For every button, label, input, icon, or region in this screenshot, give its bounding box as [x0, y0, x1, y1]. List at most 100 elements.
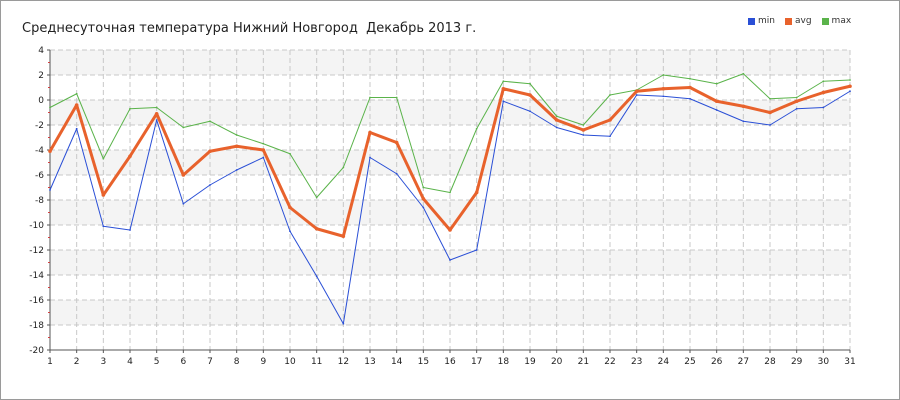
data-point-max: [662, 74, 665, 76]
data-point-avg: [74, 103, 79, 107]
data-point-max: [475, 127, 478, 130]
data-point-avg: [421, 196, 426, 201]
data-point-min: [235, 169, 238, 171]
grid-band: [50, 100, 850, 125]
x-tick-label: 19: [524, 357, 536, 367]
data-point-max: [822, 80, 825, 83]
data-point-min: [635, 94, 638, 96]
data-point-avg: [474, 190, 479, 195]
x-tick-label: 27: [738, 357, 749, 367]
data-point-max: [769, 97, 771, 100]
data-point-avg: [101, 193, 106, 197]
data-point-min: [369, 156, 371, 159]
data-point-avg: [128, 154, 132, 159]
data-point-min: [155, 119, 158, 121]
x-tick-label: 8: [234, 357, 240, 367]
legend-swatch-min: [748, 17, 755, 25]
data-point-max: [502, 80, 505, 83]
x-tick-label: 9: [260, 357, 266, 367]
x-tick-label: 14: [391, 357, 403, 367]
data-point-max: [182, 126, 185, 129]
x-tick-label: 30: [818, 357, 830, 367]
data-point-avg: [768, 110, 772, 115]
x-tick-label: 28: [764, 357, 776, 367]
x-tick-label: 29: [791, 357, 803, 367]
legend-item-min: min: [748, 16, 775, 26]
data-point-avg: [48, 149, 52, 154]
x-tick-label: 5: [154, 357, 160, 367]
x-tick-label: 3: [100, 357, 106, 367]
data-point-min: [529, 110, 531, 113]
data-point-max: [742, 72, 745, 75]
data-point-max: [849, 79, 851, 81]
data-point-max: [609, 94, 611, 96]
data-point-avg: [581, 128, 586, 132]
data-point-min: [449, 259, 451, 261]
data-point-avg: [288, 205, 292, 210]
x-tick-label: 12: [338, 357, 349, 367]
data-point-max: [49, 106, 51, 109]
x-tick-label: 15: [418, 357, 429, 367]
x-tick-label: 2: [74, 357, 80, 367]
data-point-min: [555, 126, 558, 129]
data-point-avg: [528, 93, 532, 97]
data-point-avg: [341, 234, 346, 239]
chart-title: Среднесуточная температура Нижний Новгор…: [22, 21, 477, 36]
y-tick-label: -16: [29, 296, 44, 306]
x-tick-label: 18: [498, 357, 510, 367]
x-tick-label: 17: [471, 357, 482, 367]
x-tick-label: 22: [604, 357, 615, 367]
data-point-min: [209, 184, 211, 186]
x-tick-label: 23: [631, 357, 642, 367]
data-point-min: [262, 156, 265, 159]
x-tick-label: 21: [578, 357, 589, 367]
data-point-max: [209, 120, 211, 123]
data-point-min: [822, 106, 825, 109]
x-tick-label: 24: [658, 357, 670, 367]
y-tick-label: -6: [35, 171, 44, 181]
data-point-max: [342, 166, 345, 169]
data-point-avg: [368, 130, 372, 135]
legend-label-min: min: [758, 16, 775, 26]
data-point-min: [422, 206, 425, 209]
data-point-max: [155, 106, 158, 109]
data-point-avg: [314, 226, 319, 231]
data-point-max: [395, 96, 398, 99]
y-tick-label: -18: [29, 321, 44, 331]
x-tick-label: 10: [284, 357, 296, 367]
data-point-avg: [261, 148, 266, 152]
x-tick-label: 26: [711, 357, 723, 367]
data-point-avg: [394, 140, 399, 145]
x-tick-label: 4: [127, 357, 133, 367]
legend-item-max: max: [821, 16, 852, 26]
data-point-min: [689, 97, 691, 100]
data-point-max: [689, 77, 691, 80]
data-point-avg: [554, 118, 559, 122]
data-point-min: [609, 135, 611, 138]
data-point-min: [395, 172, 398, 175]
x-tick-label: 7: [207, 357, 213, 367]
legend-label-avg: avg: [794, 16, 812, 26]
legend-swatch-avg: [784, 17, 792, 25]
x-tick-label: 13: [364, 357, 375, 367]
data-point-max: [235, 134, 238, 136]
data-point-avg: [848, 84, 852, 89]
data-point-avg: [208, 149, 212, 154]
y-tick-label: 4: [38, 46, 44, 56]
data-point-min: [795, 107, 798, 110]
data-point-avg: [448, 228, 452, 232]
data-point-max: [75, 92, 78, 95]
data-point-min: [129, 229, 131, 231]
legend: min avg max: [748, 16, 851, 26]
data-point-max: [795, 96, 798, 99]
data-point-avg: [661, 86, 666, 91]
legend-label-max: max: [831, 16, 852, 26]
data-point-avg: [688, 85, 692, 90]
data-point-max: [369, 96, 371, 99]
y-tick-label: 0: [38, 96, 44, 106]
data-point-max: [315, 196, 318, 199]
data-point-max: [449, 191, 451, 194]
data-point-max: [289, 152, 291, 155]
data-point-min: [715, 109, 718, 111]
